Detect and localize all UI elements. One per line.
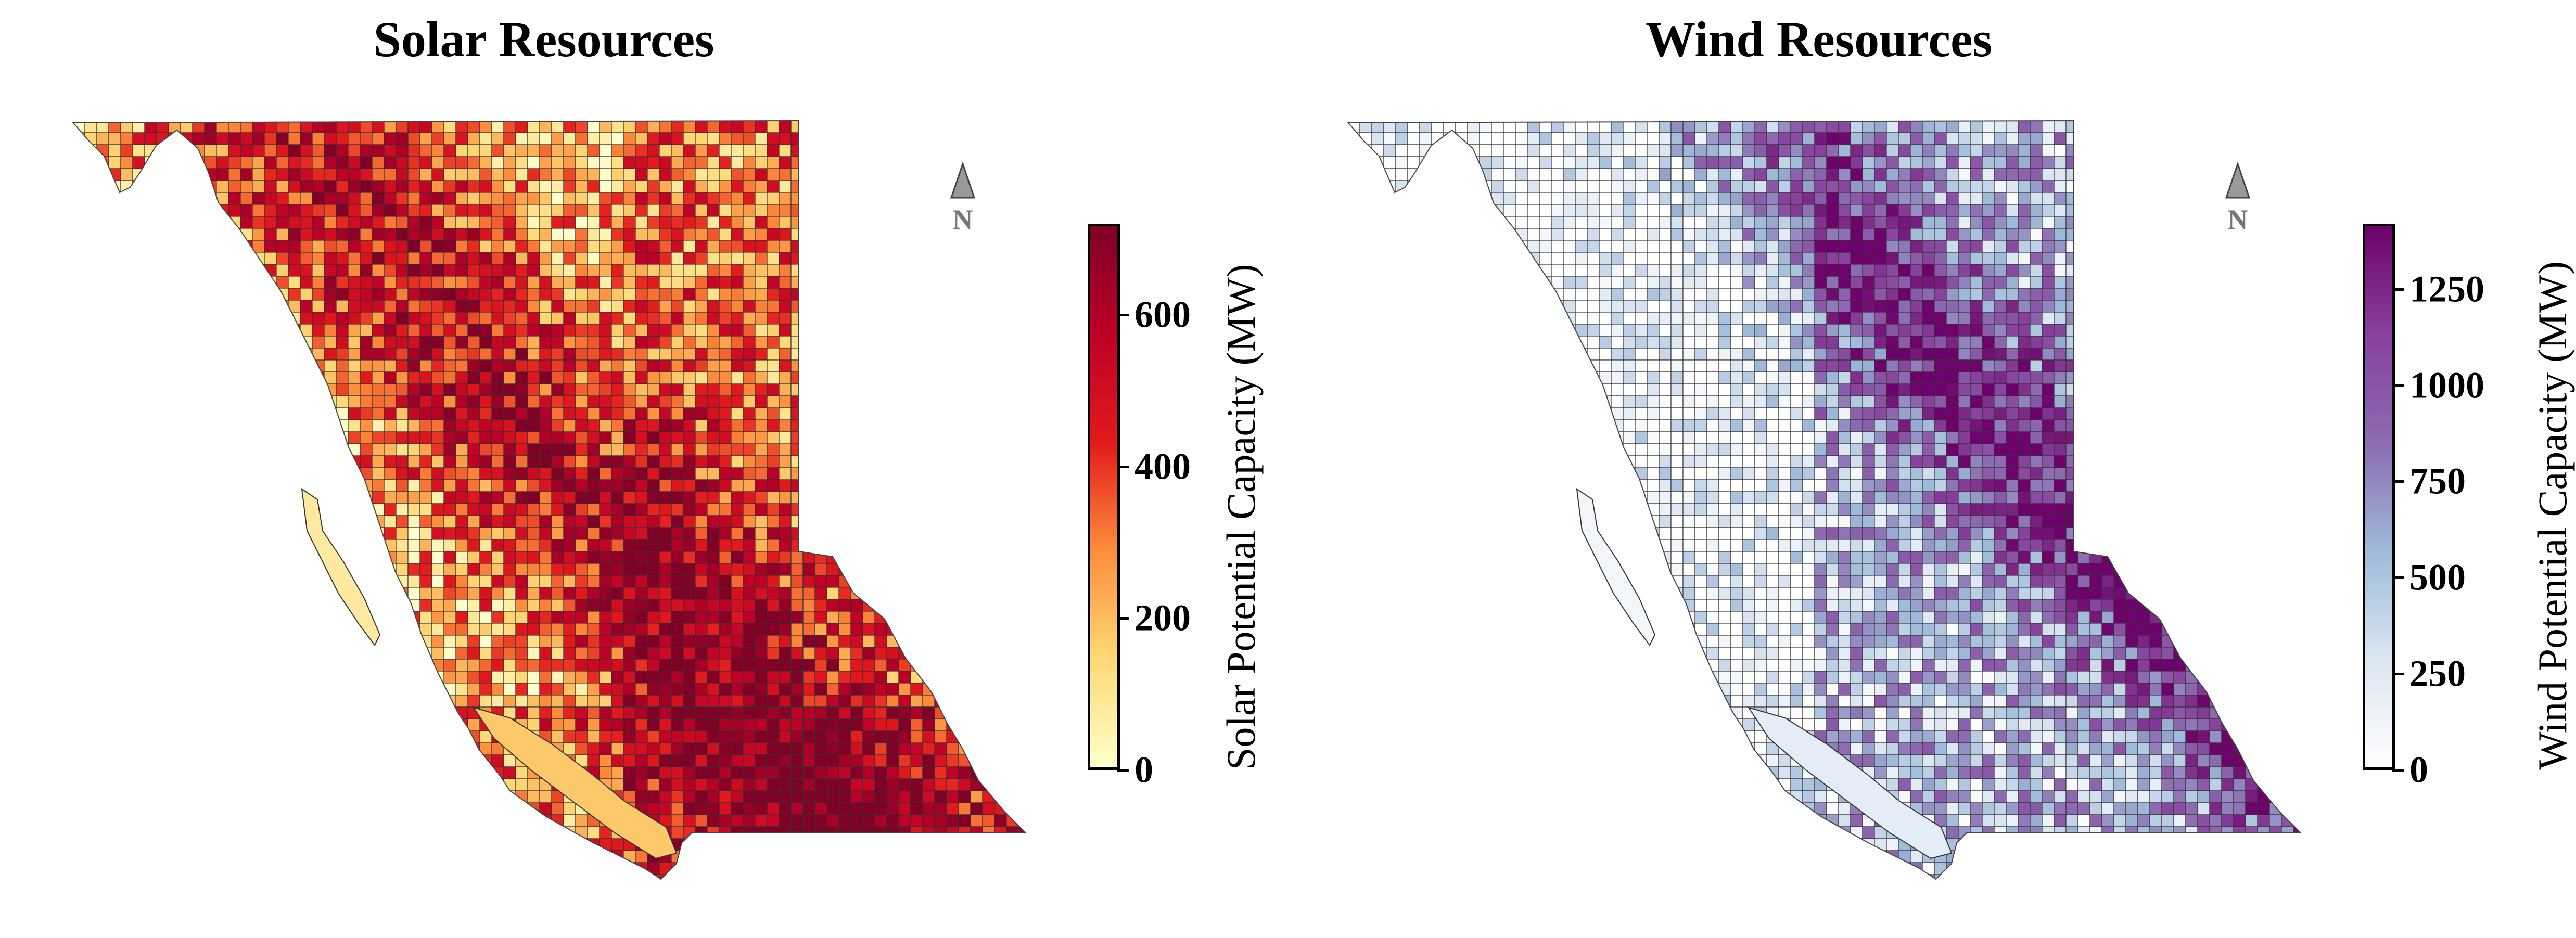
solar-map-title: Solar Resources	[373, 11, 715, 67]
solar-map-panel: Solar Resources N 0 200 400 600 Solar Poten…	[71, 11, 1264, 880]
colorbar-tickmark	[2392, 480, 2404, 483]
solar-colorbar-label: Solar Potential Capacity (MW)	[1218, 264, 1264, 770]
solar-colorbar	[1088, 224, 1120, 770]
wind-map-panel: Wind Resources N 0 250 500 750 1000 1250 Wind…	[1275, 0, 2576, 938]
colorbar-tick-label: 1250	[2409, 268, 2484, 310]
colorbar-tickmark	[1117, 314, 1129, 316]
colorbar-tick-label: 250	[2409, 652, 2466, 695]
colorbar-tickmark	[2392, 384, 2404, 387]
colorbar-tick-label: 200	[1134, 597, 1191, 639]
north-label: N	[2227, 204, 2248, 235]
colorbar-tick-label: 600	[1134, 293, 1191, 336]
vancouver-island	[1747, 706, 1953, 859]
wind-map-title: Wind Resources	[1646, 11, 1992, 67]
colorbar-tickmark	[2392, 288, 2404, 291]
colorbar-tick-label: 750	[2409, 460, 2466, 502]
colorbar-tickmark	[1117, 617, 1129, 620]
colorbar-tickmark	[2392, 576, 2404, 580]
colorbar-tickmark	[1117, 769, 1129, 772]
vancouver-island	[472, 706, 678, 859]
wind-capacity-map	[1346, 120, 2302, 880]
colorbar-tick-label: 0	[2409, 749, 2428, 791]
north-arrow-icon: N	[947, 161, 978, 234]
colorbar-tickmark	[2392, 673, 2404, 676]
province-outline	[1346, 120, 2302, 880]
north-label: N	[952, 204, 973, 235]
wind-colorbar-label: Wind Potential Capacity (MW)	[2530, 261, 2575, 770]
colorbar-tickmark	[1117, 465, 1129, 468]
province-outline	[71, 120, 1027, 880]
colorbar-tick-label: 500	[2409, 556, 2466, 598]
colorbar-tick-label: 1000	[2409, 364, 2484, 406]
colorbar-tickmark	[2392, 769, 2404, 772]
solar-capacity-map	[71, 120, 1027, 880]
colorbar-tick-label: 0	[1134, 749, 1153, 791]
colorbar-tick-label: 400	[1134, 445, 1191, 487]
north-arrow-icon: N	[2222, 161, 2253, 234]
haida-gwaii-islands	[1576, 487, 1656, 646]
wind-colorbar	[2363, 224, 2395, 770]
haida-gwaii-islands	[301, 487, 381, 646]
